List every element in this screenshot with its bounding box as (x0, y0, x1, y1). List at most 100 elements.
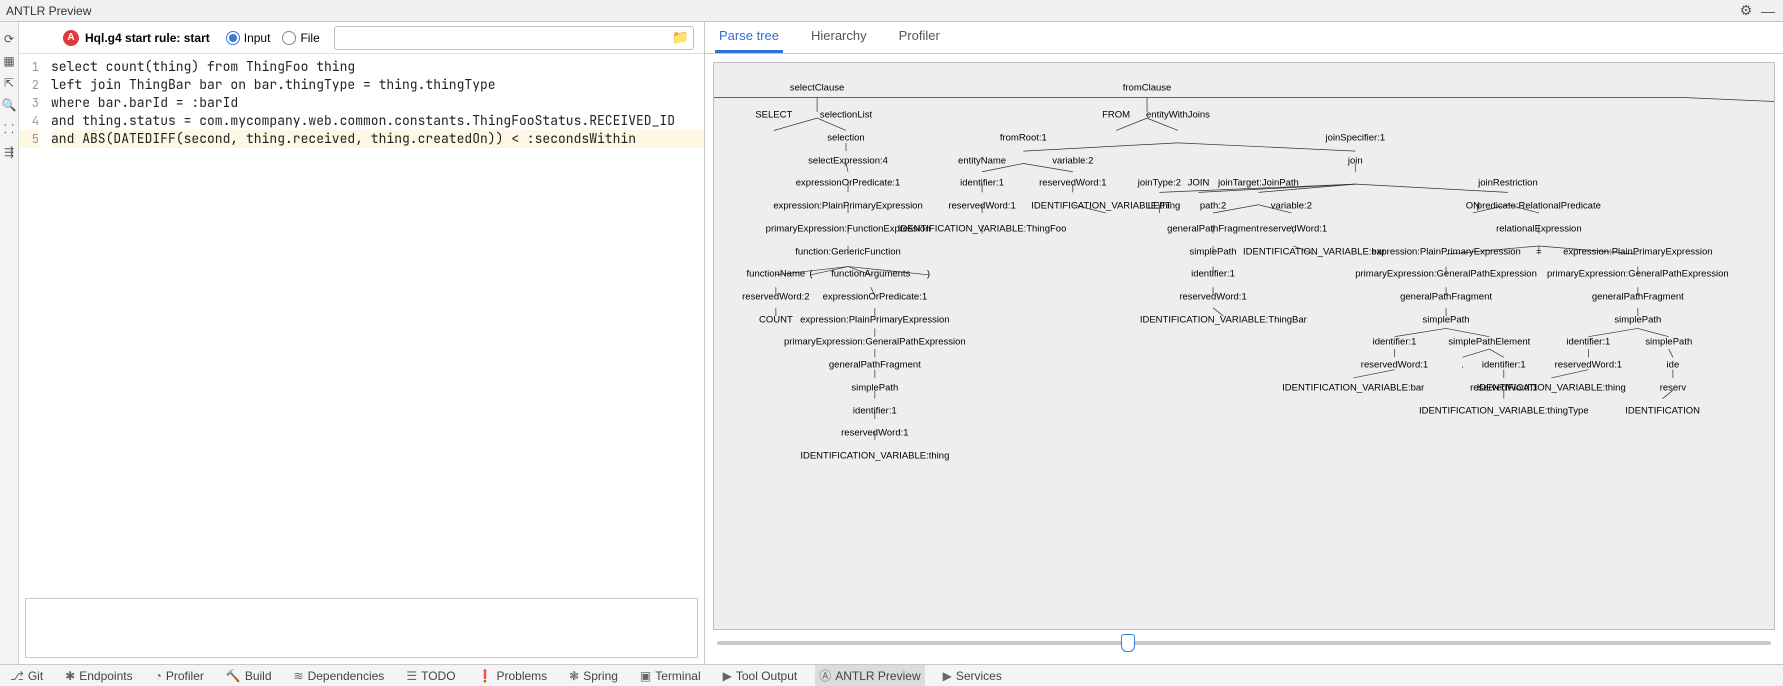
tree-node[interactable]: joinTarget:JoinPath (1218, 178, 1299, 189)
tree-node[interactable]: simplePath (1423, 314, 1470, 325)
minimize-icon[interactable]: — (1759, 2, 1777, 20)
tree-node[interactable]: expression:PlainPrimaryExpression (1371, 246, 1520, 257)
toolstrip-tool-output[interactable]: ▶Tool Output (719, 665, 802, 686)
tree-node[interactable]: join (1348, 155, 1363, 166)
tree-node[interactable]: primaryExpression:GeneralPathExpression (1547, 269, 1729, 280)
tree-node[interactable]: selectExpression:4 (808, 155, 888, 166)
tree-node[interactable]: IDENTIFICATION_VARIABLE:thing (1477, 382, 1626, 393)
zoom-slider[interactable] (713, 630, 1775, 656)
tree-node[interactable]: JOIN (1188, 178, 1210, 189)
tree-node[interactable]: reservedWord:1 (1555, 360, 1622, 371)
toolstrip-problems[interactable]: ❗Problems (474, 665, 552, 686)
file-path-input[interactable]: 📁 (334, 26, 694, 50)
tree-node[interactable]: FROM (1102, 110, 1130, 121)
tree-node[interactable]: predicate:RelationalPredicate (1477, 201, 1601, 212)
settings-gear-icon[interactable]: ⚙ (1737, 2, 1755, 20)
tree-node[interactable]: identifier:1 (853, 405, 897, 416)
toolstrip-dependencies[interactable]: ≋Dependencies (290, 665, 389, 686)
tree-node[interactable]: simplePath (1190, 246, 1237, 257)
tree-node[interactable]: ) (927, 269, 930, 280)
folder-icon[interactable]: 📁 (672, 29, 689, 46)
tree-node[interactable]: IDENTIFICATION_VARIABLE:thing (800, 451, 949, 462)
tree-node[interactable]: fromRoot:1 (1000, 132, 1047, 143)
tree-node[interactable]: relationalExpression (1496, 223, 1582, 234)
tree-node[interactable]: path:2 (1200, 201, 1226, 212)
nav-icon[interactable]: ⇱ (4, 76, 14, 90)
tree-node[interactable]: selectionList (820, 110, 872, 121)
grid-icon[interactable]: ▦ (3, 54, 14, 68)
tree-node[interactable]: expression:PlainPrimaryExpression (773, 201, 922, 212)
tree-node[interactable]: simplePath (1645, 337, 1692, 348)
tree-node[interactable]: joinRestriction (1478, 178, 1538, 189)
parse-tree-canvas[interactable]: selectClauseSELECTselectionListselection… (713, 62, 1775, 630)
tree-node[interactable]: ( (809, 269, 812, 280)
tree-node[interactable]: simplePath (1614, 314, 1661, 325)
tree-node[interactable]: generalPathFragment (1167, 223, 1259, 234)
tree-node[interactable]: IDENTIFICATION_VARIABLE:ThingFoo (898, 223, 1067, 234)
code-line[interactable]: where bar.barId = :barId (51, 94, 704, 112)
radio-file[interactable] (282, 31, 296, 45)
toolstrip-todo[interactable]: ☰TODO (402, 665, 459, 686)
toolstrip-antlr-preview[interactable]: ⒶANTLR Preview (815, 665, 924, 686)
tree-node[interactable]: joinType:2 (1138, 178, 1181, 189)
search-icon[interactable]: 🔍 (2, 98, 17, 112)
tree-node[interactable]: joinSpecifier:1 (1325, 132, 1385, 143)
tree-node[interactable]: identifier:1 (1373, 337, 1417, 348)
tree-node[interactable]: SELECT (755, 110, 792, 121)
tree-node[interactable]: selectClause (790, 82, 844, 93)
tree-node[interactable]: simplePathElement (1448, 337, 1530, 348)
tree-node[interactable]: variable:2 (1271, 201, 1312, 212)
tree-node[interactable]: reservedWord:1 (948, 201, 1015, 212)
tree-node[interactable]: LEFT (1148, 201, 1171, 212)
toolstrip-build[interactable]: 🔨Build (222, 665, 276, 686)
tree-node[interactable]: reservedWord:1 (1179, 292, 1246, 303)
toolstrip-spring[interactable]: ❃Spring (565, 665, 622, 686)
toolstrip-terminal[interactable]: ▣Terminal (636, 665, 705, 686)
tree-node[interactable]: function:GenericFunction (795, 246, 901, 257)
tree-node[interactable]: fromClause (1123, 82, 1172, 93)
tree-node[interactable]: generalPathFragment (1400, 292, 1492, 303)
toolstrip-endpoints[interactable]: ✱Endpoints (61, 665, 136, 686)
tree-node[interactable]: = (1536, 246, 1542, 257)
tree-node[interactable]: reserv (1660, 382, 1686, 393)
tree-node[interactable]: reservedWord:1 (1039, 178, 1106, 189)
tree-node[interactable]: COUNT (759, 314, 793, 325)
toolstrip-services[interactable]: ▶Services (939, 665, 1006, 686)
tree-node[interactable]: primaryExpression:GeneralPathExpression (1355, 269, 1537, 280)
tree-node[interactable]: expression:PlainPrimaryExpression (800, 314, 949, 325)
tree-node[interactable]: functionArguments (831, 269, 910, 280)
tree-node[interactable]: generalPathFragment (829, 360, 921, 371)
tree-node[interactable]: functionName (747, 269, 806, 280)
tree-node[interactable]: reservedWord:1 (1260, 223, 1327, 234)
tree-node[interactable]: identifier:1 (1566, 337, 1610, 348)
code-line[interactable]: and ABS(DATEDIFF(second, thing.received,… (51, 130, 704, 148)
tab-profiler[interactable]: Profiler (895, 22, 944, 53)
tree-node[interactable]: entityWithJoins (1146, 110, 1210, 121)
tree-node[interactable]: IDENTIFICATION_VARIABLE:bar (1243, 246, 1385, 257)
tree-node[interactable]: reservedWord:2 (742, 292, 809, 303)
tree-node[interactable]: simplePath (851, 382, 898, 393)
tree-node[interactable]: identifier:1 (1482, 360, 1526, 371)
tree-node[interactable]: identifier:1 (960, 178, 1004, 189)
tree-node[interactable]: . (1461, 360, 1464, 371)
code-line[interactable]: and thing.status = com.mycompany.web.com… (51, 112, 704, 130)
tree-node[interactable]: ide (1667, 360, 1680, 371)
tree-node[interactable]: expressionOrPredicate:1 (823, 292, 928, 303)
tree-node[interactable]: IDENTIFICATION_VARIABLE:bar (1282, 382, 1424, 393)
refresh-icon[interactable]: ⟳ (4, 32, 14, 46)
tree-node[interactable]: generalPathFragment (1592, 292, 1684, 303)
tree-node[interactable]: reservedWord:1 (841, 428, 908, 439)
code-line[interactable]: left join ThingBar bar on bar.thingType … (51, 76, 704, 94)
tab-hierarchy[interactable]: Hierarchy (807, 22, 871, 53)
code-line[interactable]: select count(thing) from ThingFoo thing (51, 58, 704, 76)
tree-node[interactable]: entityName (958, 155, 1006, 166)
tree-node[interactable]: reservedWord:1 (1361, 360, 1428, 371)
toolstrip-profiler[interactable]: ◔Profiler (151, 665, 208, 686)
hierarchy-icon[interactable]: ⇶ (4, 145, 14, 159)
tab-parse-tree[interactable]: Parse tree (715, 22, 783, 53)
tree-node[interactable]: expressionOrPredicate:1 (796, 178, 901, 189)
tree-node[interactable]: IDENTIFICATION_VARIABLE:thingType (1419, 405, 1589, 416)
radio-input[interactable] (226, 31, 240, 45)
code-editor[interactable]: select count(thing) from ThingFoo thingl… (43, 54, 704, 598)
tree-node[interactable]: variable:2 (1052, 155, 1093, 166)
